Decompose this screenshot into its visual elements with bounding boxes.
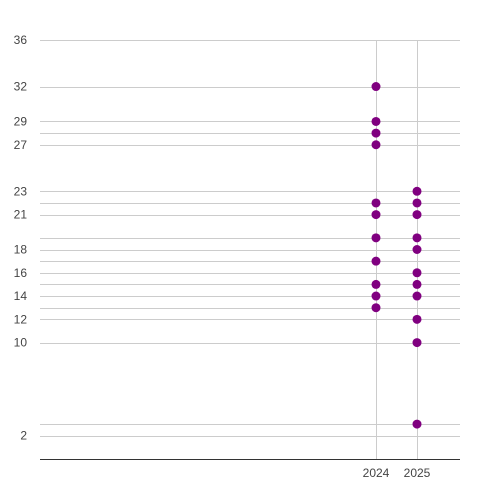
data-point	[371, 256, 381, 266]
data-point	[371, 291, 381, 301]
data-point	[412, 198, 422, 208]
data-point	[412, 419, 422, 429]
x-tick-label: 2024	[363, 466, 390, 480]
data-point	[371, 233, 381, 243]
data-point	[371, 210, 381, 220]
x-gridlines	[376, 40, 418, 459]
data-point	[371, 128, 381, 138]
y-tick-label: 21	[14, 208, 28, 222]
y-tick-label: 12	[14, 312, 28, 326]
y-tick-label: 2	[20, 429, 27, 443]
data-point	[371, 279, 381, 289]
y-tick-label: 32	[14, 80, 28, 94]
data-point	[371, 303, 381, 313]
y-tick-label: 16	[14, 266, 28, 280]
x-tick-label: 2025	[404, 466, 431, 480]
data-point	[412, 210, 422, 220]
data-point	[412, 338, 422, 348]
data-point	[412, 186, 422, 196]
y-tick-label: 18	[14, 243, 28, 257]
y-tick-label: 29	[14, 114, 28, 128]
data-point	[371, 82, 381, 92]
y-tick-labels: 36 32 29 27 23 21 18 16 14 12 10 2	[14, 33, 28, 443]
data-point	[412, 279, 422, 289]
data-point	[371, 140, 381, 150]
data-point	[412, 314, 422, 324]
gridlines	[40, 40, 460, 437]
data-point	[412, 233, 422, 243]
data-point	[412, 245, 422, 254]
y-tick-label: 10	[14, 336, 28, 350]
y-tick-label: 23	[14, 184, 28, 198]
y-tick-label: 27	[14, 138, 28, 152]
x-tick-labels: 2024 2025	[363, 466, 431, 480]
data-point	[412, 268, 422, 278]
data-point	[371, 116, 381, 126]
data-point	[412, 291, 422, 301]
y-tick-label: 14	[14, 289, 28, 303]
data-point	[371, 198, 381, 208]
data-points	[371, 82, 422, 429]
y-tick-label: 36	[14, 33, 28, 47]
